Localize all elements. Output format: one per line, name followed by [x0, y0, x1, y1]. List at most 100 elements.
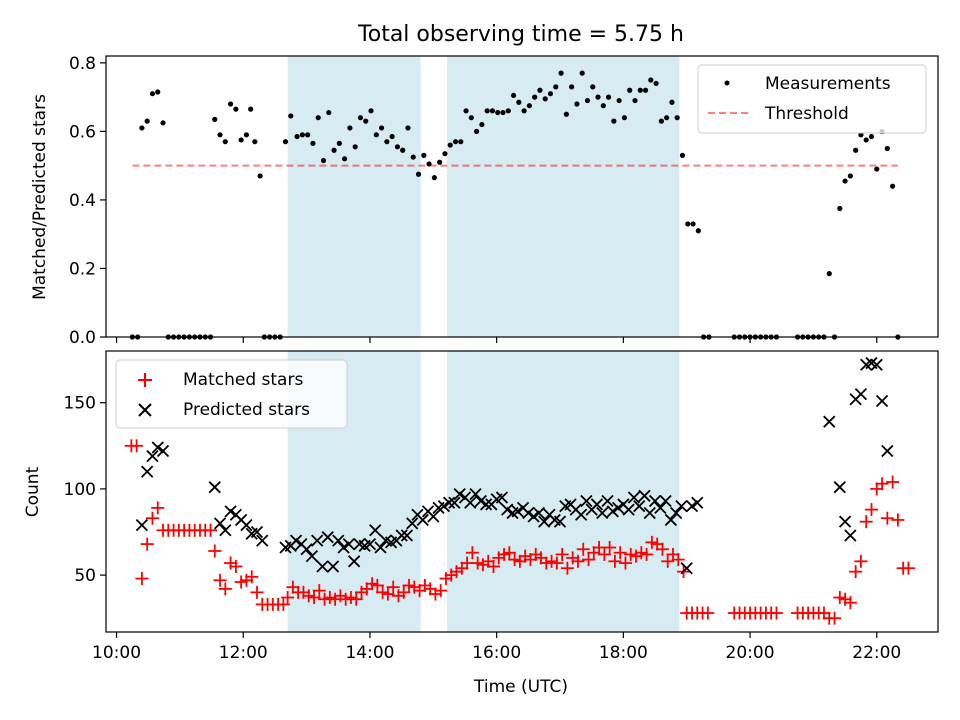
matched-star-point [508, 553, 522, 567]
measurement-point [282, 139, 289, 145]
predicted-star-point [823, 415, 836, 428]
measurement-point [378, 125, 385, 131]
predicted-star-point [141, 465, 154, 478]
bottom-panel: 10:00 12:00 14:00 16:00 18:00 20:00 22:00 50 10… [23, 350, 939, 697]
measurement-point [674, 115, 680, 121]
measurement-point [479, 121, 485, 128]
measurement-point [590, 84, 596, 90]
predicted-star-point [469, 487, 482, 501]
measurement-point [500, 109, 506, 116]
measurement-point [468, 115, 474, 121]
shaded-interval-1 [447, 351, 680, 632]
predicted-star-point [151, 441, 164, 454]
measurement-point [863, 137, 869, 143]
predicted-star-point [538, 515, 551, 528]
predicted-star-point [305, 550, 319, 563]
predicted-star-point [596, 506, 609, 520]
matched-star-point [582, 553, 596, 567]
measurement-point [569, 84, 575, 90]
predicted-star-point [675, 500, 688, 513]
matched-star-point [671, 553, 685, 567]
measurement-point [336, 140, 342, 146]
predicted-star-point [643, 506, 656, 520]
bottom-yticks: 50 100 150 [64, 394, 106, 586]
matched-star-point [608, 554, 622, 568]
measurement-point [233, 106, 239, 112]
measurement-point [410, 154, 416, 160]
predicted-star-point [326, 560, 340, 573]
predicted-star-point [654, 501, 667, 515]
predicted-star-point [448, 496, 461, 509]
predicted-star-point [213, 517, 227, 530]
matched-star-point [645, 535, 659, 549]
predicted-star-point [838, 515, 852, 528]
legend-matched-label: Matched stars [183, 370, 303, 390]
predicted-star-point [606, 505, 619, 518]
matched-star-point [655, 542, 669, 556]
predicted-star-point [680, 562, 693, 575]
predicted-star-point [479, 498, 493, 511]
measurement-point [884, 145, 890, 152]
matched-star-point [843, 596, 857, 610]
predicted-star-point [574, 508, 588, 521]
measurement-point [563, 111, 569, 117]
matched-star-point [307, 591, 321, 605]
measurement-point [600, 103, 606, 109]
measurement-point [616, 97, 622, 104]
matched-star-point [151, 501, 165, 515]
x-tick-label: 20:00 [726, 643, 775, 663]
measurement-point [579, 70, 585, 76]
matched-star-point [234, 575, 248, 589]
measurement-point [217, 132, 223, 138]
predicted-star-point [427, 510, 440, 523]
predicted-star-point [406, 517, 419, 530]
measurement-point [690, 221, 696, 227]
measurement-point [874, 166, 880, 172]
measurement-point [837, 205, 843, 212]
y-tick-label: 0.0 [69, 328, 96, 348]
measurement-point [326, 109, 332, 116]
measurement-point [139, 125, 145, 131]
predicted-star-point [691, 496, 704, 509]
measurement-point [352, 144, 358, 150]
matched-star-point [886, 475, 900, 489]
x-tick-label: 22:00 [852, 643, 901, 663]
measurement-point [426, 161, 432, 167]
y-tick-label: 100 [64, 480, 96, 500]
measurement-point [648, 77, 654, 83]
matched-star-point [381, 587, 395, 601]
shaded-interval-1 [447, 56, 680, 337]
predicted-star-point [311, 534, 324, 547]
matched-star-point [140, 537, 154, 551]
measurement-point [405, 125, 411, 131]
matched-star-point [769, 606, 783, 620]
matched-star-point [386, 580, 400, 594]
legend-predicted-label: Predicted stars [183, 400, 310, 420]
matched-star-point [603, 541, 617, 555]
matched-star-point [571, 554, 585, 568]
predicted-star-point [611, 501, 625, 515]
measurement-point [305, 132, 311, 138]
predicted-star-point [443, 496, 456, 509]
measurement-point [510, 92, 517, 99]
legend-predicted-marker [138, 403, 152, 417]
measurement-point [664, 115, 670, 121]
predicted-star-point [601, 494, 614, 508]
predicted-star-point [342, 537, 355, 551]
measurement-point [473, 128, 480, 134]
measurement-point [853, 147, 859, 153]
matched-star-point [276, 597, 290, 611]
predicted-star-point [369, 524, 382, 537]
x-tick-label: 18:00 [599, 643, 648, 663]
measurement-point [463, 108, 469, 114]
predicted-star-point [453, 487, 466, 501]
matched-star-point [245, 570, 259, 584]
matched-star-point [875, 477, 889, 491]
matched-star-point [640, 547, 654, 561]
matched-star-point [545, 554, 559, 568]
predicted-star-point [135, 518, 149, 532]
x-tick-label: 16:00 [472, 643, 521, 663]
matched-star-point [365, 577, 379, 591]
matched-star-point [880, 511, 894, 525]
